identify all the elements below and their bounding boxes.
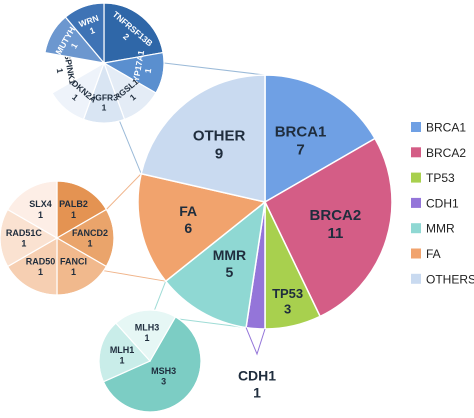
- slice-label-mlh1: MLH1 1: [110, 345, 135, 366]
- legend-swatch-others: [411, 273, 421, 284]
- slice-label-fanci: FANCI 1: [60, 256, 87, 277]
- legend-swatch-tp53: [411, 172, 421, 183]
- slice-label-other: OTHER 9: [193, 128, 246, 163]
- pie-outline: [43, 2, 165, 124]
- legend-label-tp53: TP53: [426, 171, 455, 185]
- slice-brca2: [264, 137, 393, 318]
- slice-label-fa: FA 6: [179, 203, 197, 236]
- slice-fa: [137, 172, 267, 283]
- cdh1-callout: CDH1 1: [238, 327, 276, 401]
- slice-label-rad50: RAD50 1: [26, 256, 56, 277]
- slice-label-msh3: MSH3 3: [151, 366, 176, 387]
- connector-other-bottom: [119, 120, 142, 174]
- slice-label-fgfr3: FGFR3 1: [90, 92, 118, 112]
- connector-fa-bottom: [103, 270, 166, 282]
- legend-label-brca2: BRCA2: [426, 146, 466, 160]
- cdh1-label: CDH1 1: [238, 368, 276, 401]
- slice-label-rad51c: RAD51C 1: [6, 228, 43, 249]
- slice-label-mmr: MMR 5: [213, 247, 246, 280]
- connector-mmr-right: [153, 281, 167, 311]
- pie-outline: [98, 309, 202, 413]
- legend-label-cdh1: CDH1: [426, 196, 459, 210]
- legend-swatch-brca1: [411, 122, 421, 132]
- main-pie: BRCA1 7 BRCA2 11 TP53 3 MMR 5 FA 6 OTHER 9: [137, 74, 393, 330]
- connector-other-top: [163, 62, 266, 76]
- legend: BRCA1 BRCA2 TP53 CDH1 MMR FA OTHERS: [411, 121, 474, 286]
- slice-brca1: [264, 74, 377, 204]
- slice-label-brca2: BRCA2 11: [310, 207, 362, 242]
- slice-label-fancd2: FANCD2 1: [72, 228, 108, 249]
- cdh1-leader-line: [245, 327, 266, 356]
- legend-label-others: OTHERS: [426, 272, 474, 286]
- slice-other: [140, 74, 266, 203]
- connector-fa-top: [106, 173, 142, 210]
- slice-label-palb2: PALB2 1: [59, 199, 88, 220]
- legend-label-fa: FA: [426, 247, 441, 261]
- slice-label-tp53: TP53 3: [272, 286, 303, 317]
- legend-label-mmr: MMR: [426, 222, 455, 236]
- slice-label-slx4: SLX4 1: [29, 199, 52, 220]
- legend-swatch-cdh1: [411, 197, 421, 208]
- legend-swatch-fa: [411, 248, 421, 259]
- slice-mmr: [164, 200, 267, 329]
- legend-swatch-brca2: [411, 147, 421, 158]
- pie-outline: [0, 180, 115, 296]
- slice-label-mlh3: MLH3 1: [135, 322, 160, 343]
- legend-label-brca1: BRCA1: [426, 121, 466, 135]
- legend-swatch-mmr: [411, 223, 421, 234]
- slice-label-brca1: BRCA1 7: [275, 124, 327, 159]
